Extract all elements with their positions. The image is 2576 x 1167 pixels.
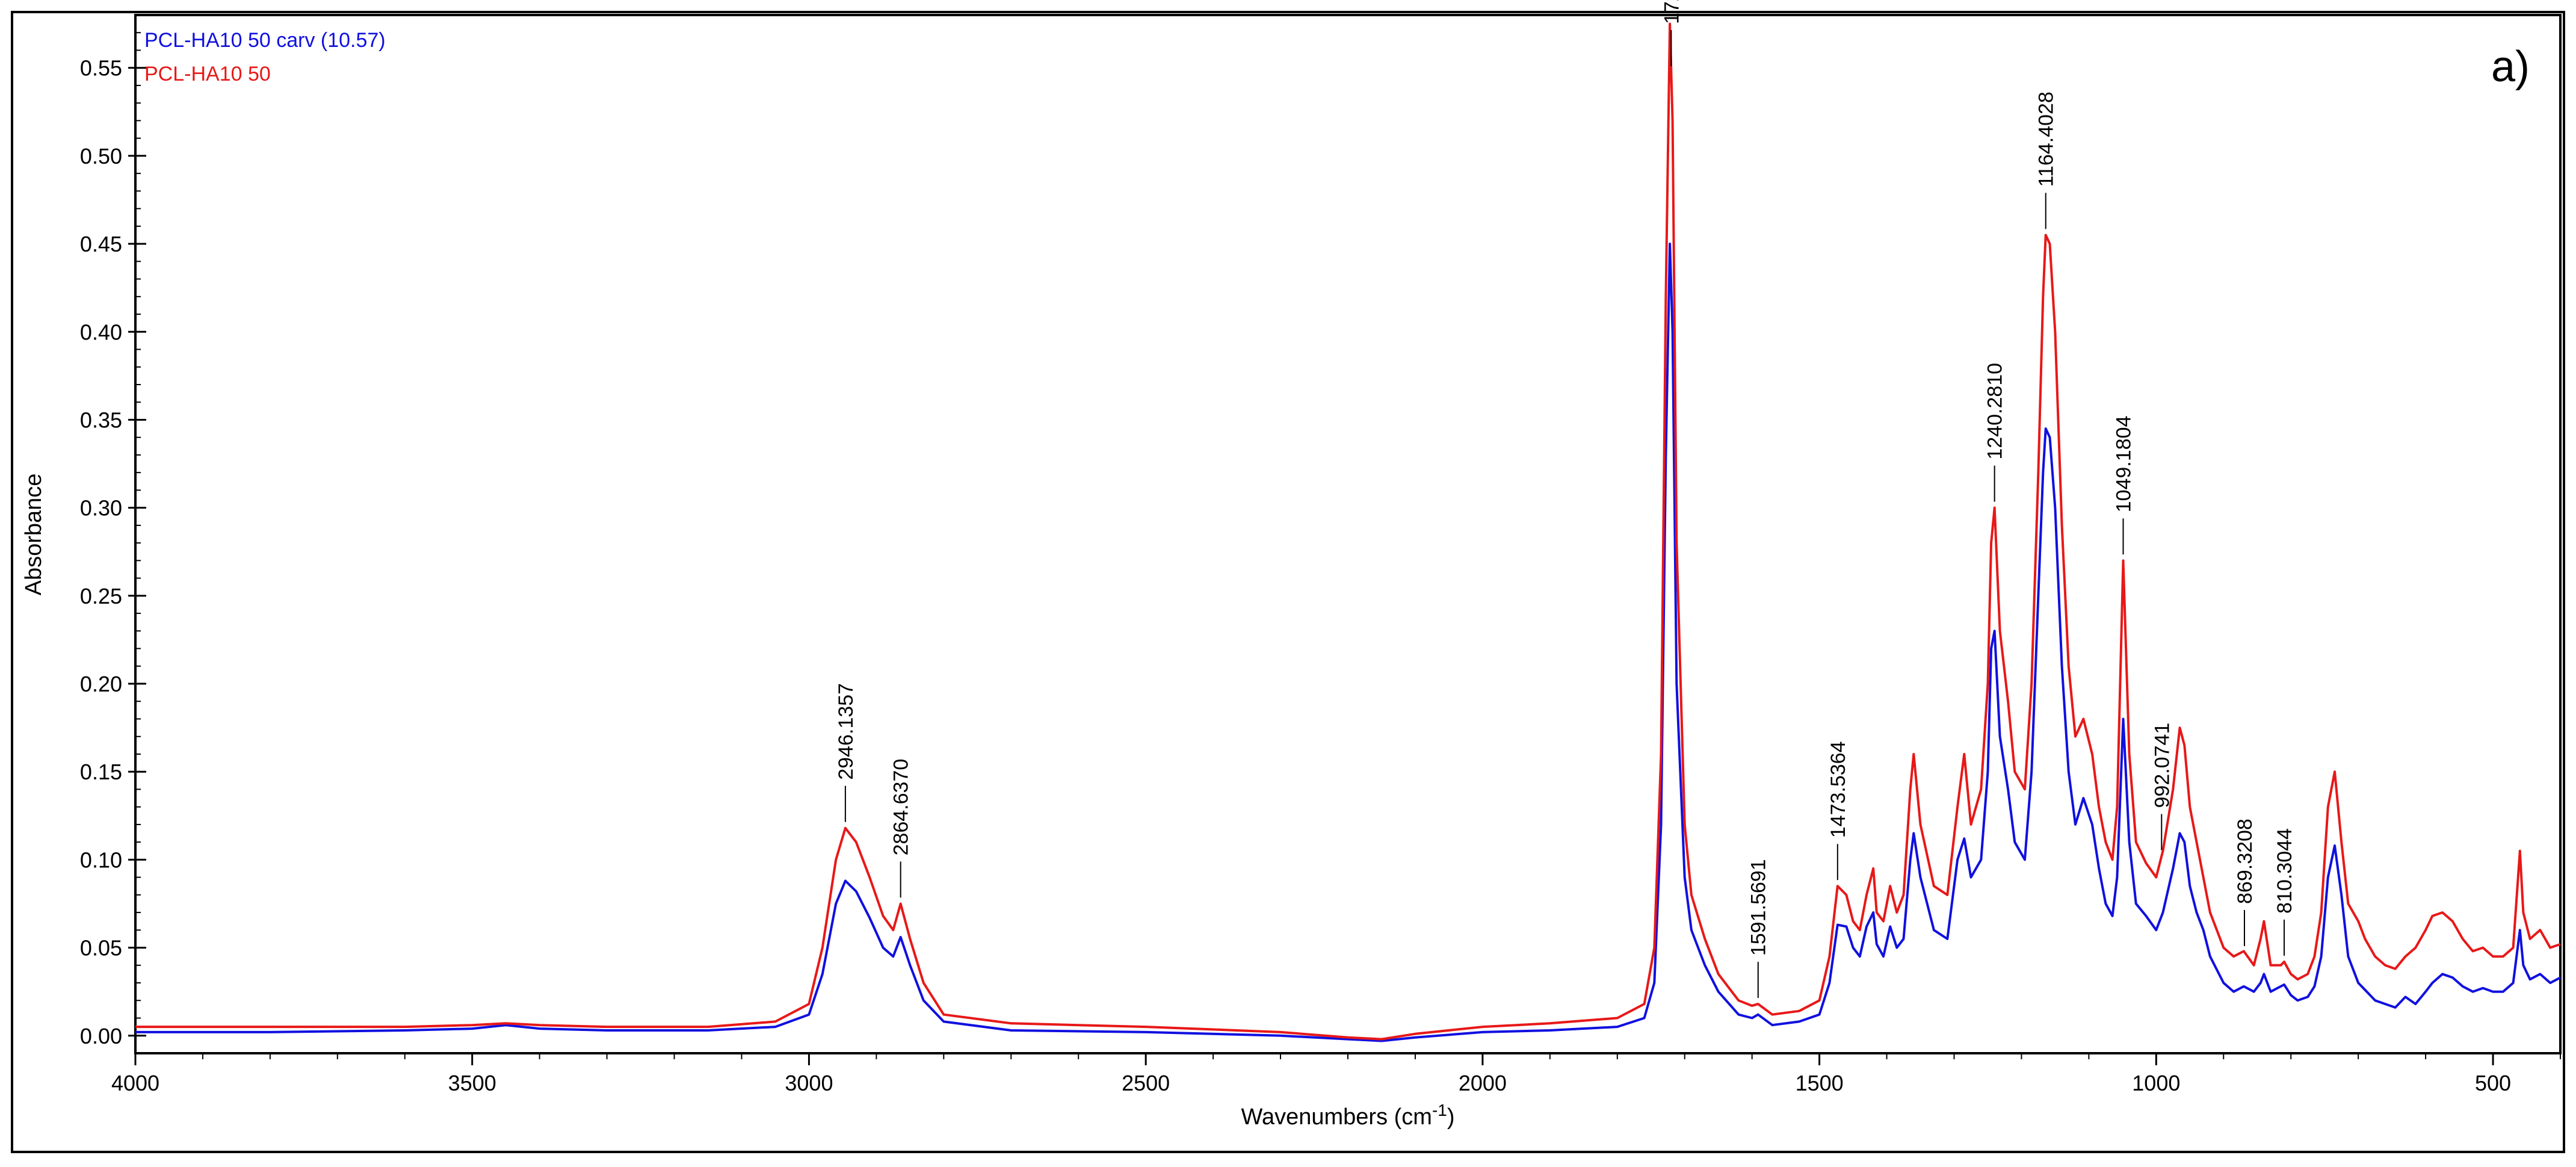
- x-axis-title: Wavenumbers (cm-1): [1241, 1101, 1455, 1130]
- y-tick-label: 0.45: [80, 232, 122, 256]
- x-tick-label: 500: [2475, 1071, 2511, 1095]
- peak-label: 1240.2810: [1984, 363, 2007, 460]
- panel-label: a): [2491, 43, 2530, 91]
- x-axis-title-text: Wavenumbers (cm: [1241, 1104, 1432, 1130]
- peak-annotation-layer: 2946.1357 2864.6370 1720.8430 1591.5691 1473…: [835, 0, 2296, 998]
- y-tick-label: 0.10: [80, 847, 122, 872]
- x-axis: 4000 3500 3000 2500 2000 1500 1000 500: [111, 1053, 2561, 1095]
- x-tick-label: 2000: [1459, 1071, 1507, 1095]
- peak-label: 810.3044: [2273, 828, 2296, 914]
- x-tick-label: 1500: [1796, 1071, 1844, 1095]
- peak-label: 869.3208: [2234, 819, 2256, 904]
- x-tick-label: 1000: [2132, 1071, 2180, 1095]
- spectrum-line-series-2: [135, 22, 2561, 1041]
- peak-label: 1049.1804: [2112, 416, 2135, 513]
- y-axis: 0.00 0.05 0.10 0.15 0.20 0.25 0.30 0.35 0.40 0.45…: [80, 32, 146, 1048]
- x-tick-label: 3500: [448, 1071, 496, 1095]
- y-tick-label: 0.20: [80, 672, 122, 696]
- y-tick-label: 0.30: [80, 496, 122, 521]
- y-tick-label: 0.00: [80, 1024, 122, 1048]
- outer-frame: [11, 11, 2565, 1153]
- x-axis-title-superscript: -1: [1432, 1101, 1447, 1119]
- peak-label: 2864.6370: [890, 759, 913, 856]
- spectrum-line-series-1: [135, 243, 2561, 1042]
- y-tick-label: 0.40: [80, 320, 122, 344]
- series-layer: [135, 22, 2561, 1042]
- y-tick-label: 0.35: [80, 407, 122, 432]
- legend-entry-1: PCL-HA10 50 carv (10.57): [144, 29, 386, 52]
- x-tick-label: 3000: [785, 1071, 833, 1095]
- peak-label: 2946.1357: [835, 683, 857, 780]
- y-tick-label: 0.15: [80, 760, 122, 784]
- y-tick-label: 0.05: [80, 936, 122, 961]
- peak-label: 1164.4028: [2035, 91, 2058, 187]
- y-axis-title: Absorbance: [21, 474, 46, 596]
- x-tick-label: 4000: [111, 1071, 159, 1095]
- y-tick-label: 0.50: [80, 144, 122, 169]
- legend-entry-2: PCL-HA10 50: [144, 63, 271, 85]
- x-tick-label: 2500: [1122, 1071, 1170, 1095]
- peak-label: 992.0741: [2151, 723, 2173, 808]
- peak-label: 1473.5364: [1827, 741, 1850, 838]
- legend: PCL-HA10 50 carv (10.57) PCL-HA10 50: [144, 29, 386, 85]
- x-axis-title-close: ): [1447, 1104, 1455, 1130]
- y-tick-label: 0.25: [80, 584, 122, 608]
- y-tick-label: 0.55: [80, 56, 122, 81]
- peak-label: 1591.5691: [1747, 859, 1770, 956]
- peak-label: 1720.8430: [1660, 0, 1683, 24]
